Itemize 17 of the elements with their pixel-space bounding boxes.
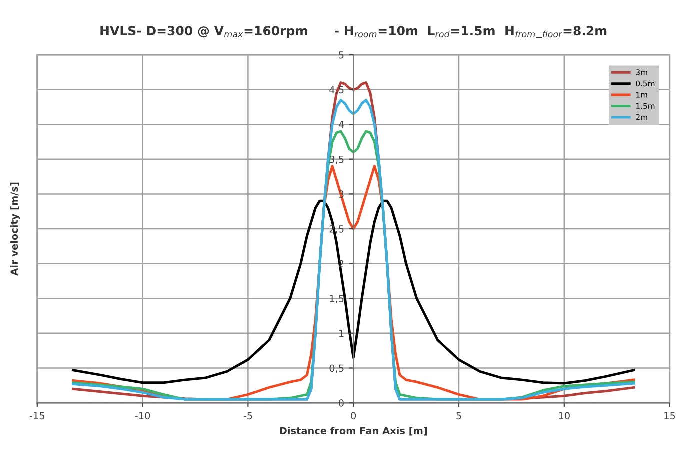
x-tick-label: -10 xyxy=(135,412,150,420)
x-tick-label: -5 xyxy=(244,412,252,420)
line-series xyxy=(72,200,636,385)
x-tick-label: 15 xyxy=(664,412,676,420)
y-tick-label: 1,5 xyxy=(330,295,344,304)
y-tick-label: 1 xyxy=(339,330,344,338)
y-tick-label: 2 xyxy=(339,260,344,268)
x-tick-label: 0 xyxy=(351,412,356,420)
x-axis-title: Distance from Fan Axis [m] xyxy=(280,427,428,436)
y-axis-title: Air velocity [m/s] xyxy=(10,182,20,276)
y-tick-label: 5 xyxy=(339,52,344,59)
x-tick-label: 10 xyxy=(559,412,570,420)
x-tick-label: -15 xyxy=(30,412,44,420)
chart-title: HVLS- D=300 @ V$_{max}$=160rpm - H$_{room}$=10m L$_{rod}$=1.5m H$_{from}$_$_{floor}$=8.2m xyxy=(100,26,607,38)
y-tick-label: 0,5 xyxy=(330,364,344,374)
y-tick-label: 4 xyxy=(338,121,344,128)
x-tick-label: 5 xyxy=(456,412,462,420)
